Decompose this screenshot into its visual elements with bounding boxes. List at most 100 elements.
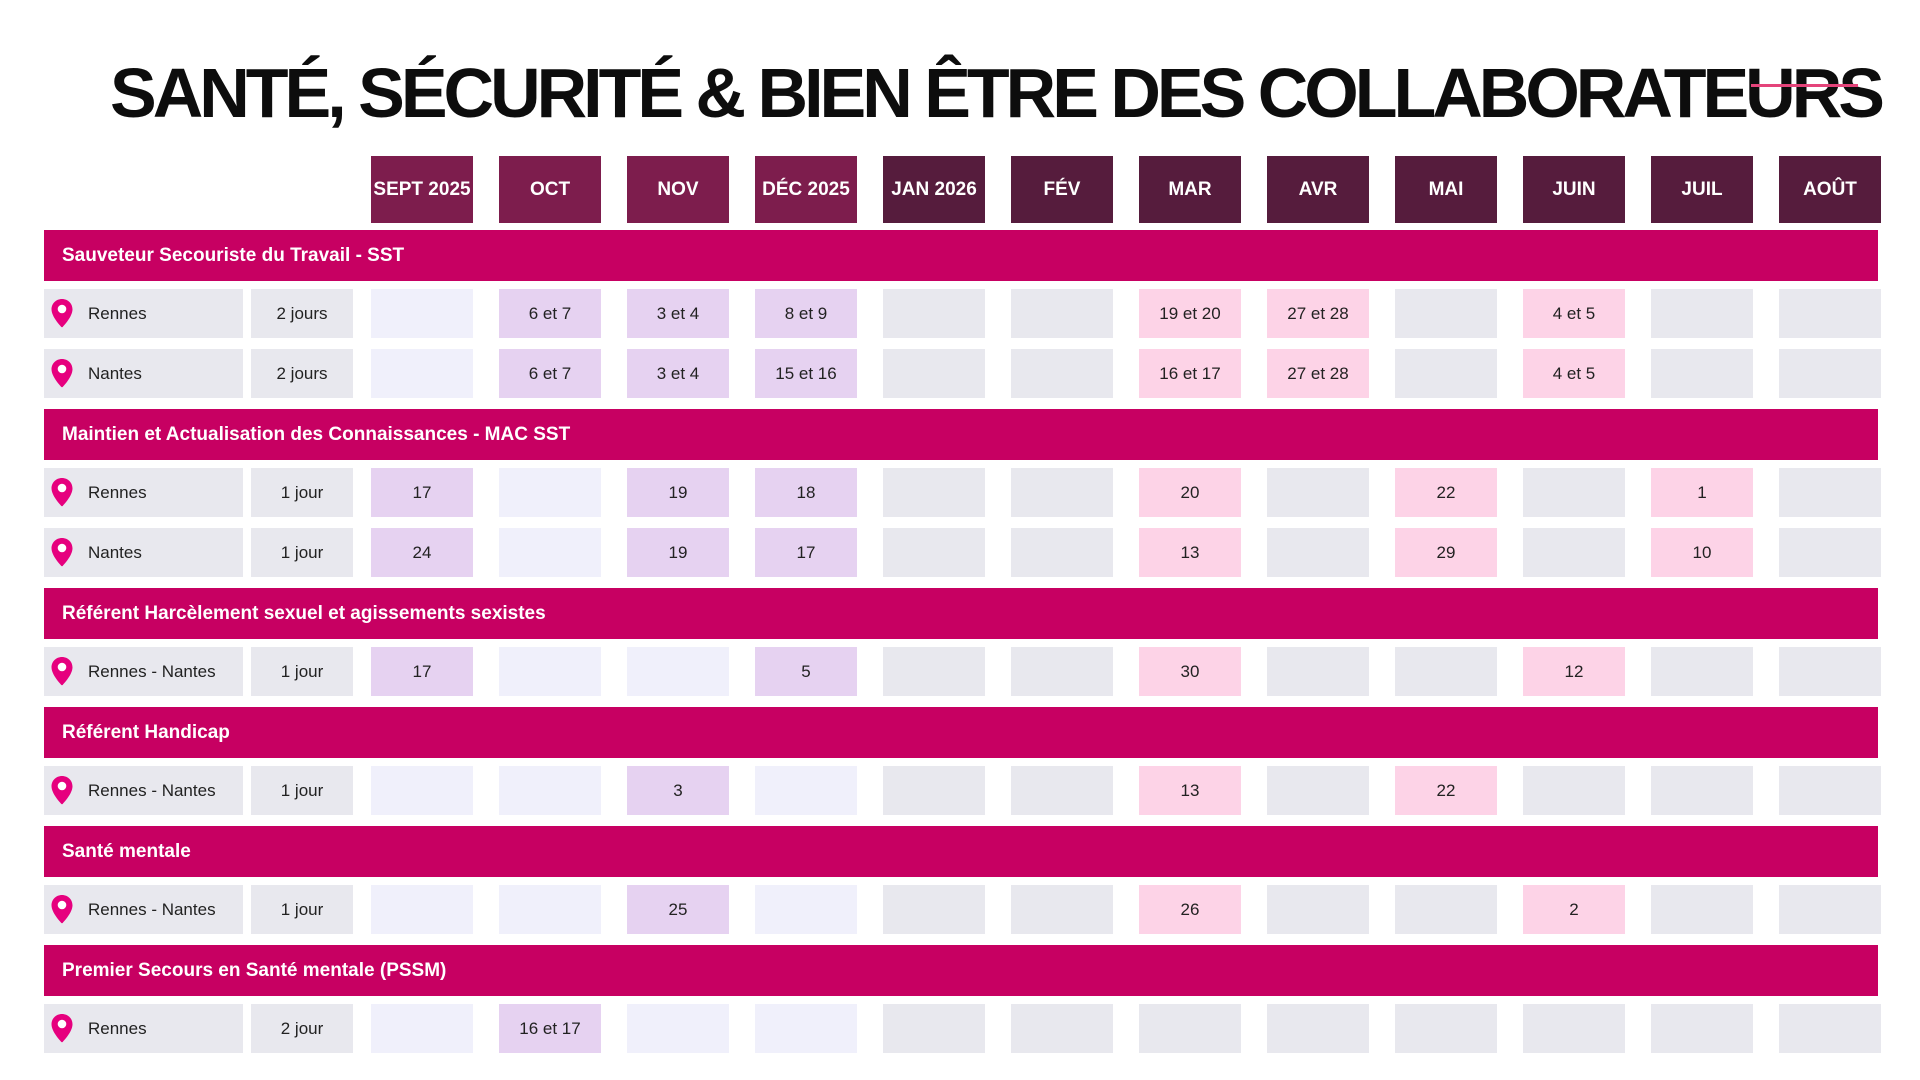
session-date-cell: 13 [1139, 766, 1241, 815]
empty-date-cell [371, 885, 473, 934]
empty-date-cell [1523, 766, 1625, 815]
duration-cell: 1 jour [251, 766, 353, 815]
empty-date-cell [371, 766, 473, 815]
empty-date-cell [1011, 468, 1113, 517]
session-date-cell: 29 [1395, 528, 1497, 577]
session-date-cell: 22 [1395, 468, 1497, 517]
empty-date-cell [1011, 528, 1113, 577]
map-pin-icon [51, 1013, 73, 1042]
location-label: Rennes - Nantes [88, 899, 216, 919]
session-date-cell: 4 et 5 [1523, 349, 1625, 398]
month-header: FÉV [1011, 156, 1113, 223]
session-date-cell: 5 [755, 647, 857, 696]
month-header: SEPT 2025 [371, 156, 473, 223]
map-pin-icon [51, 656, 73, 685]
session-date-cell: 10 [1651, 528, 1753, 577]
session-date-cell: 13 [1139, 528, 1241, 577]
empty-date-cell [499, 528, 601, 577]
session-date-cell: 26 [1139, 885, 1241, 934]
month-header: DÉC 2025 [755, 156, 857, 223]
empty-date-cell [1651, 766, 1753, 815]
empty-date-cell [499, 885, 601, 934]
empty-date-cell [1523, 468, 1625, 517]
session-date-cell: 15 et 16 [755, 349, 857, 398]
location-cell: Rennes [44, 289, 243, 338]
duration-cell: 1 jour [251, 647, 353, 696]
session-date-cell: 3 et 4 [627, 289, 729, 338]
duration-cell: 1 jour [251, 528, 353, 577]
empty-date-cell [1779, 349, 1881, 398]
empty-date-cell [1779, 647, 1881, 696]
session-date-cell: 18 [755, 468, 857, 517]
map-pin-icon [51, 358, 73, 387]
session-date-cell: 22 [1395, 766, 1497, 815]
empty-date-cell [1267, 885, 1369, 934]
location-label: Nantes [88, 363, 142, 383]
empty-date-cell [1523, 1004, 1625, 1053]
empty-date-cell [1395, 289, 1497, 338]
month-header: AOÛT [1779, 156, 1881, 223]
empty-date-cell [883, 349, 985, 398]
session-date-cell: 19 [627, 528, 729, 577]
empty-date-cell [499, 766, 601, 815]
session-date-cell: 3 [627, 766, 729, 815]
duration-cell: 2 jours [251, 349, 353, 398]
session-date-cell: 8 et 9 [755, 289, 857, 338]
page-title: SANTÉ, SÉCURITÉ & BIEN ÊTRE DES COLLABOR… [110, 54, 1885, 132]
empty-date-cell [1651, 349, 1753, 398]
empty-date-cell [1011, 289, 1113, 338]
month-header: JUIL [1651, 156, 1753, 223]
duration-cell: 2 jours [251, 289, 353, 338]
empty-date-cell [1011, 647, 1113, 696]
session-date-cell: 17 [371, 468, 473, 517]
session-date-cell: 19 et 20 [1139, 289, 1241, 338]
empty-date-cell [1779, 528, 1881, 577]
section-title-bar: Premier Secours en Santé mentale (PSSM) [44, 945, 1878, 996]
section-title-bar: Référent Harcèlement sexuel et agissemen… [44, 588, 1878, 639]
empty-date-cell [883, 528, 985, 577]
location-cell: Nantes [44, 349, 243, 398]
session-date-cell: 27 et 28 [1267, 349, 1369, 398]
location-label: Nantes [88, 542, 142, 562]
empty-date-cell [883, 766, 985, 815]
empty-date-cell [1395, 647, 1497, 696]
duration-cell: 2 jour [251, 1004, 353, 1053]
empty-date-cell [499, 647, 601, 696]
empty-date-cell [1011, 885, 1113, 934]
empty-date-cell [627, 1004, 729, 1053]
duration-cell: 1 jour [251, 885, 353, 934]
session-date-cell: 12 [1523, 647, 1625, 696]
empty-date-cell [1651, 647, 1753, 696]
map-pin-icon [51, 775, 73, 804]
section-title-bar: Sauveteur Secouriste du Travail - SST [44, 230, 1878, 281]
month-header: NOV [627, 156, 729, 223]
session-date-cell: 3 et 4 [627, 349, 729, 398]
empty-date-cell [1779, 289, 1881, 338]
empty-date-cell [1779, 885, 1881, 934]
location-label: Rennes [88, 303, 147, 323]
location-label: Rennes - Nantes [88, 661, 216, 681]
section-title-bar: Référent Handicap [44, 707, 1878, 758]
empty-date-cell [1011, 349, 1113, 398]
session-date-cell: 30 [1139, 647, 1241, 696]
empty-date-cell [1395, 885, 1497, 934]
session-date-cell: 2 [1523, 885, 1625, 934]
month-header: MAI [1395, 156, 1497, 223]
session-date-cell: 19 [627, 468, 729, 517]
session-date-cell: 20 [1139, 468, 1241, 517]
session-date-cell: 25 [627, 885, 729, 934]
location-cell: Rennes [44, 468, 243, 517]
section-title-bar: Maintien et Actualisation des Connaissan… [44, 409, 1878, 460]
empty-date-cell [1267, 468, 1369, 517]
session-date-cell: 16 et 17 [499, 1004, 601, 1053]
session-date-cell: 16 et 17 [1139, 349, 1241, 398]
empty-date-cell [883, 289, 985, 338]
empty-date-cell [1779, 468, 1881, 517]
location-cell: Rennes - Nantes [44, 647, 243, 696]
empty-date-cell [755, 1004, 857, 1053]
location-label: Rennes [88, 1018, 147, 1038]
empty-date-cell [627, 647, 729, 696]
empty-date-cell [1267, 647, 1369, 696]
empty-date-cell [755, 885, 857, 934]
map-pin-icon [51, 477, 73, 506]
